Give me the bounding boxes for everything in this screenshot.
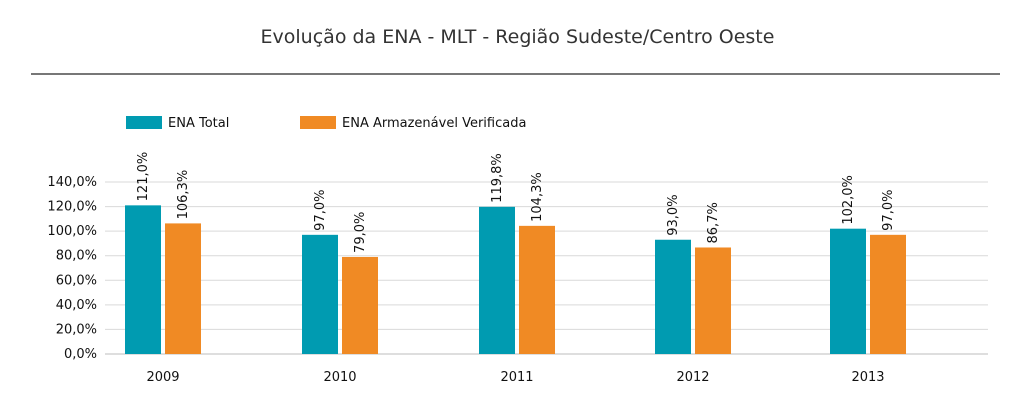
data-label: 121,0% [136,152,151,202]
data-label: 86,7% [706,202,721,243]
data-label: 97,0% [881,190,896,231]
bar-ena-armazenavel-2013 [870,234,906,354]
y-tick-label: 100,0% [47,224,97,239]
data-label: 106,3% [176,170,191,220]
bar-ena-armazenavel-2010 [342,256,378,354]
bar-ena-total-2012 [655,239,691,354]
chart-title: Evolução da ENA - MLT - Região Sudeste/C… [260,26,775,48]
bar-ena-total-2009 [125,205,161,354]
legend-label: ENA Total [168,116,229,131]
bar-ena-armazenavel-2011 [519,225,555,354]
y-tick-label: 0,0% [64,347,97,362]
y-tick-label: 60,0% [56,273,97,288]
bar-ena-armazenavel-2009 [165,223,201,354]
bar-ena-armazenavel-2012 [695,247,731,354]
x-category-label: 2010 [323,370,356,385]
legend-label: ENA Armazenável Verificada [342,116,526,131]
data-label: 93,0% [666,194,681,235]
y-tick-label: 20,0% [56,322,97,337]
y-tick-label: 40,0% [56,298,97,313]
x-category-label: 2012 [676,370,709,385]
x-category-label: 2013 [851,370,884,385]
data-label: 97,0% [313,190,328,231]
data-label: 79,0% [353,212,368,253]
data-label: 102,0% [841,175,856,225]
x-category-label: 2011 [500,370,533,385]
data-label: 104,3% [530,172,545,222]
bar-ena-total-2013 [830,228,866,354]
legend-swatch [126,116,162,129]
bar-ena-total-2011 [479,206,515,354]
bar-ena-total-2010 [302,234,338,354]
y-tick-label: 120,0% [47,200,97,215]
x-category-label: 2009 [146,370,179,385]
title-divider [31,73,1000,75]
y-tick-label: 140,0% [47,175,97,190]
y-tick-label: 80,0% [56,249,97,264]
data-label: 119,8% [490,153,505,203]
legend-swatch [300,116,336,129]
